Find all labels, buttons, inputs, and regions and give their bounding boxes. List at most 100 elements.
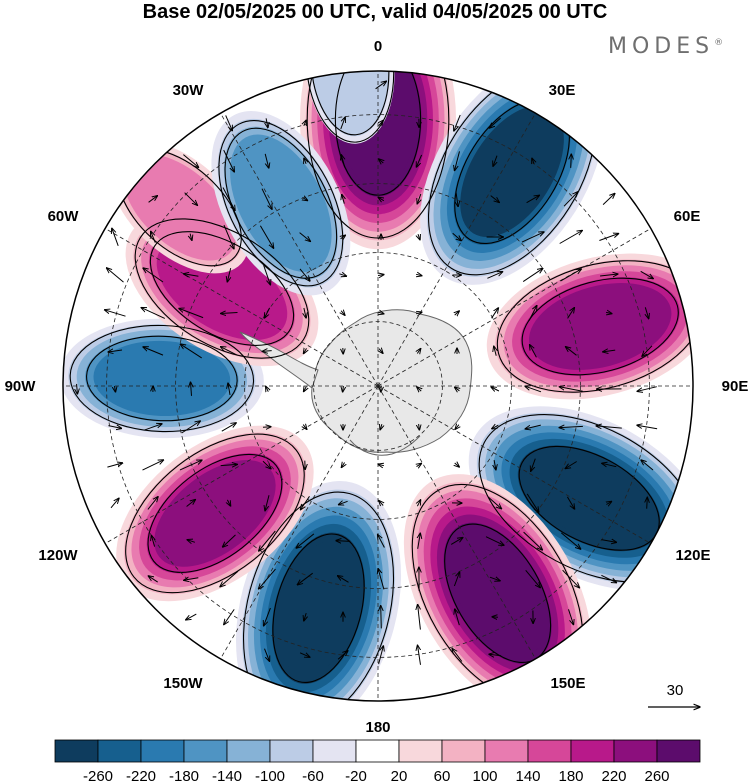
wind-vector: [566, 496, 574, 509]
map-title: Base 02/05/2025 00 UTC, valid 04/05/2025…: [142, 1, 608, 23]
wind-vector: [303, 425, 307, 430]
wind-vector: [378, 464, 385, 465]
colorbar: -260 -220 -180 -140 -100 -60 -20 20 60 100 140 180 2…: [54, 739, 701, 783]
wind-vector: [456, 191, 458, 206]
wind-vector: [601, 574, 616, 582]
wind-vector: [417, 387, 421, 391]
brand-logo: MODES®: [608, 34, 723, 59]
wind-vector: [264, 648, 270, 662]
wind-vector: [455, 463, 460, 467]
wind-vector: [304, 348, 307, 353]
wind-vector: [562, 569, 580, 588]
wind-vector: [455, 425, 459, 430]
contour-line: [147, 453, 283, 573]
wind-vector: [342, 194, 345, 204]
wind-vector: [642, 345, 653, 356]
wind-vector: [379, 120, 384, 125]
colorbar-tick-label: -220: [126, 768, 156, 783]
wind-vectors: [77, 81, 658, 665]
meridian-line: [377, 228, 651, 387]
meridian-line: [220, 112, 379, 387]
wind-vector: [112, 228, 119, 246]
wind-vector: [489, 117, 502, 128]
lon-label-30w: 30W: [173, 82, 205, 99]
colorbar-tick-label: 220: [601, 768, 626, 783]
wind-vector: [647, 497, 648, 509]
contour-line: [478, 413, 693, 583]
registered-mark: ®: [714, 38, 724, 48]
wind-vector: [143, 347, 164, 356]
wind-vector: [489, 654, 502, 656]
colorbar-swatch: [355, 739, 400, 763]
wind-vector: [223, 534, 236, 547]
colorbar-swatch: [656, 739, 701, 763]
anomaly-center: [305, 71, 395, 144]
wind-vector: [379, 501, 383, 506]
wind-vector: [494, 460, 496, 470]
wind-vector: [141, 308, 166, 319]
colorbar-swatch: [613, 739, 658, 763]
wind-vector: [142, 460, 164, 471]
wind-vector: [378, 569, 385, 590]
wind-vector: [341, 463, 344, 468]
wind-vector: [417, 500, 420, 507]
wind-vector: [338, 576, 349, 583]
colorbar-swatch: [527, 739, 572, 763]
colorbar-tick-label: -60: [302, 768, 324, 783]
meridian-line: [377, 385, 536, 659]
wind-vector: [77, 383, 78, 394]
wind-vector: [526, 493, 539, 512]
colorbar-swatch: [54, 739, 99, 763]
wind-vector: [227, 499, 230, 506]
wind-vector: [415, 274, 422, 275]
lon-label-150e: 150E: [550, 675, 585, 692]
wind-vector: [565, 461, 577, 469]
wind-vector: [488, 496, 502, 509]
wind-vector: [450, 538, 463, 545]
meridian-line: [104, 228, 379, 387]
lon-label-120e: 120E: [675, 547, 710, 564]
wind-vector: [378, 197, 384, 200]
wind-vector: [304, 307, 306, 318]
contour-line: [125, 433, 305, 594]
wind-vector: [180, 344, 202, 359]
anomaly-center: [486, 253, 693, 400]
wind-vector: [381, 606, 382, 629]
contour-line: [224, 127, 338, 279]
colorbar-swatch: [226, 739, 271, 763]
lon-label-90w: 90W: [5, 378, 37, 395]
wind-vector: [184, 578, 199, 581]
wind-vector: [452, 232, 462, 240]
wind-vector: [645, 307, 648, 318]
wind-vector: [417, 463, 422, 466]
wind-vector: [181, 421, 201, 434]
wind-vector: [418, 533, 421, 549]
wind-vector: [299, 652, 310, 657]
wind-vector: [637, 425, 658, 430]
wind-vector: [455, 387, 460, 391]
wind-vector: [606, 502, 611, 505]
wind-vector: [559, 426, 583, 427]
wind-vector: [338, 501, 348, 504]
wind-vector: [599, 234, 618, 241]
wind-vector: [297, 572, 314, 585]
colorbar-tick-label: -100: [255, 768, 285, 783]
meridian-line: [220, 385, 379, 659]
wind-vector: [525, 386, 542, 393]
wind-vector: [417, 349, 420, 354]
wind-vector: [108, 426, 121, 429]
wind-vector: [191, 382, 192, 396]
colorbar-tick-label: 180: [558, 768, 583, 783]
wind-vector: [259, 568, 276, 589]
contour-line: [272, 533, 365, 684]
colorbar-tick-label: -140: [212, 768, 242, 783]
wind-vector: [452, 649, 463, 662]
wind-vector: [262, 427, 271, 428]
wind-vector: [455, 311, 460, 315]
wind-vector: [487, 272, 502, 279]
wind-vector: [304, 158, 306, 164]
lon-label-180: 180: [365, 719, 390, 736]
wind-vector: [455, 609, 460, 626]
wind-vector: [490, 195, 500, 203]
anomaly-level: [460, 105, 564, 238]
